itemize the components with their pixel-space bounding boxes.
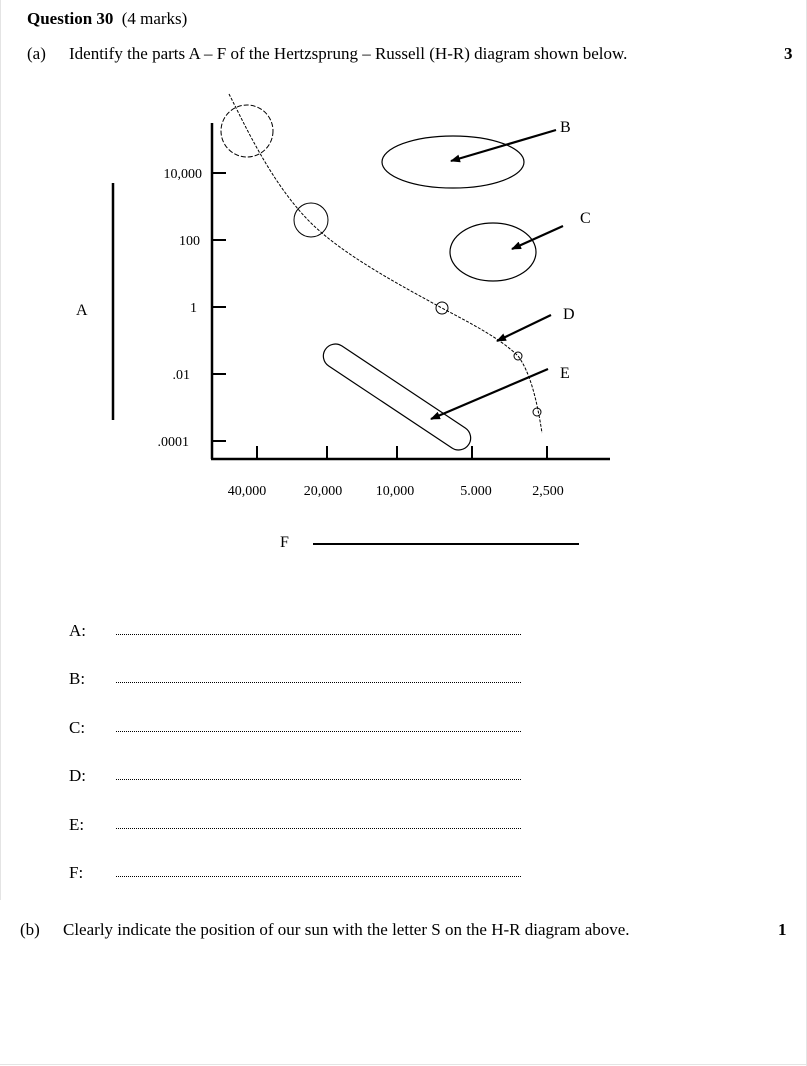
star-circle-medium [293, 202, 329, 238]
x-tick-label: 5.000 [460, 484, 492, 499]
region-b-ellipse [381, 135, 525, 189]
answer-line-a[interactable] [116, 630, 521, 635]
main-sequence-curve [228, 93, 543, 434]
answer-line-c[interactable] [116, 727, 521, 732]
x-tick-label: 10,000 [376, 484, 415, 499]
answer-line-f[interactable] [116, 872, 521, 877]
x-tick-label: 40,000 [228, 484, 267, 499]
question-title: Question 30 [27, 9, 114, 28]
label-b: B [560, 119, 571, 136]
answer-letter-c: C: [69, 718, 86, 737]
answer-letter-a: A: [69, 621, 86, 640]
y-tick-label: .0001 [158, 435, 190, 450]
star-circle-large [220, 104, 274, 158]
part-a-label: (a) [27, 44, 46, 63]
x-tick-label: 2,500 [532, 484, 564, 499]
arrow-b [450, 128, 557, 163]
star-circle-small [513, 351, 523, 361]
star-circle-small [435, 301, 449, 315]
part-b-label: (b) [20, 920, 40, 939]
answer-line-d[interactable] [116, 775, 521, 780]
label-e: E [560, 365, 570, 382]
part-b-text: Clearly indicate the position of our sun… [63, 920, 630, 939]
question-marks: (4 marks) [121, 9, 188, 28]
label-d: D [563, 306, 575, 323]
part-b-marks: 1 [778, 920, 787, 939]
label-c: C [580, 210, 591, 227]
arrow-c [511, 224, 564, 251]
x-tick-label: 20,000 [304, 484, 343, 499]
y-tick-label: 100 [179, 234, 200, 249]
region-c-ellipse [449, 222, 537, 282]
answer-letter-b: B: [69, 669, 86, 688]
arrow-d [496, 314, 552, 342]
answer-letter-f: F: [69, 863, 84, 882]
hr-diagram: A 10,000 100 1 .01 .0001 40,000 20,000 1… [76, 93, 610, 551]
answer-letter-d: D: [69, 766, 86, 785]
part-a-text: Identify the parts A – F of the Hertzspr… [69, 44, 628, 63]
page-border-left [0, 0, 1, 900]
question-header: Question 30 (4 marks) [27, 9, 187, 29]
answer-line-e[interactable] [116, 824, 521, 829]
answer-letter-e: E: [69, 815, 85, 834]
page-border-bottom [0, 1064, 807, 1065]
label-a: A [76, 302, 88, 319]
answer-line-b[interactable] [116, 678, 521, 683]
arrow-e [430, 367, 549, 421]
part-a-marks: 3 [784, 44, 793, 63]
star-circle-small [532, 407, 542, 417]
y-tick-label: 1 [190, 301, 197, 316]
y-tick-label: .01 [173, 368, 191, 383]
y-tick-label: 10,000 [164, 167, 203, 182]
label-f: F [280, 534, 289, 551]
region-e-capsule [322, 343, 472, 451]
